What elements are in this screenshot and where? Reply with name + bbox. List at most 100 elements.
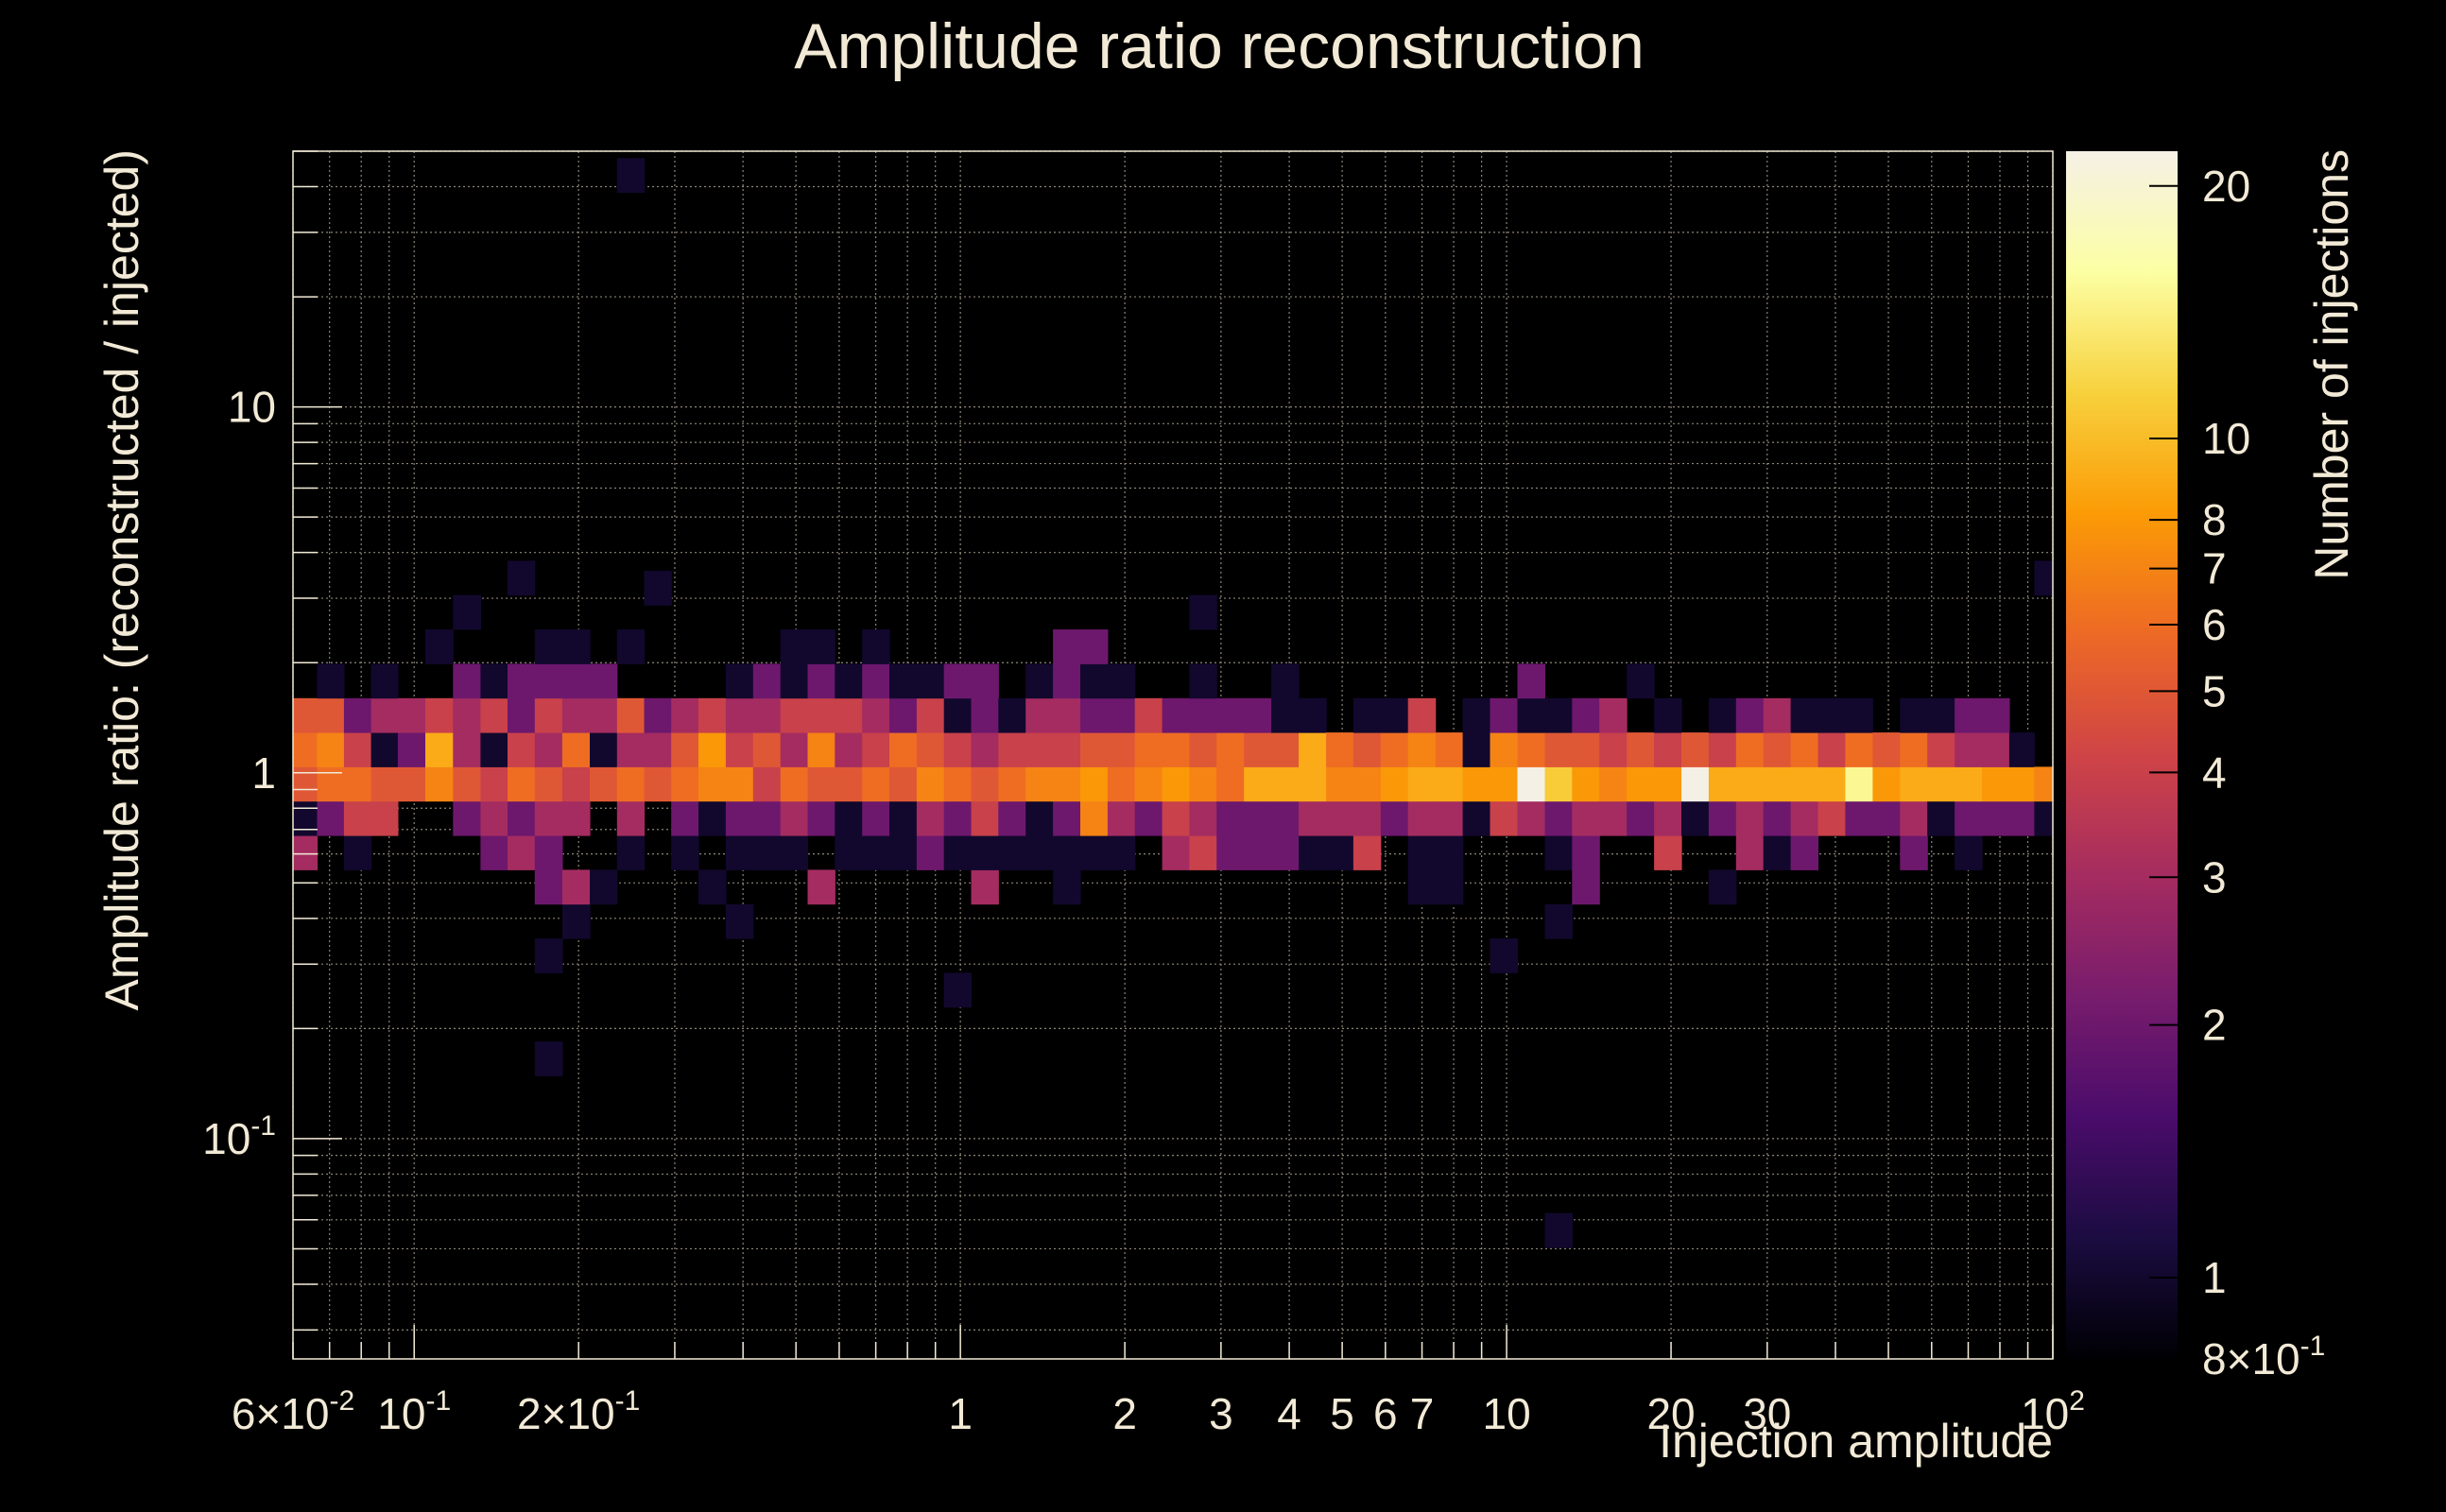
heatmap-cell: [370, 800, 399, 836]
heatmap-cell: [561, 766, 591, 802]
heatmap-cell: [1654, 697, 1682, 733]
heatmap-cell: [616, 158, 646, 194]
heatmap-cell: [1544, 766, 1573, 802]
heatmap-cell: [1053, 869, 1081, 905]
heatmap-cell: [1763, 835, 1792, 870]
heatmap-cell: [1162, 697, 1190, 733]
heatmap-cell: [561, 697, 591, 733]
heatmap-cell: [370, 697, 399, 733]
heatmap-cell: [370, 732, 399, 767]
heatmap-cell: [508, 560, 536, 596]
heatmap-cell: [2008, 732, 2035, 767]
heatmap-cell: [1216, 800, 1245, 836]
heatmap-cell: [1955, 800, 1983, 836]
heatmap-cell: [1900, 800, 1928, 836]
heatmap-cell: [1352, 766, 1382, 802]
heatmap-cell: [1681, 800, 1710, 836]
heatmap-cell: [2034, 800, 2054, 836]
heatmap-cell: [807, 697, 835, 733]
heatmap-cell: [2008, 800, 2035, 836]
heatmap-cell: [862, 663, 890, 699]
heatmap-cell: [616, 697, 646, 733]
heatmap-cell: [534, 869, 563, 905]
heatmap-cell: [889, 663, 918, 699]
x-tick-label: 102: [2021, 1385, 2085, 1438]
heatmap-cell: [1927, 697, 1955, 733]
heatmap-cell: [1107, 663, 1136, 699]
heatmap-cell: [1380, 697, 1409, 733]
heatmap-cell: [1407, 800, 1437, 836]
heatmap-cell: [1572, 800, 1600, 836]
heatmap-cell: [1134, 697, 1163, 733]
heatmap-cell: [480, 766, 508, 802]
heatmap-cell: [943, 766, 973, 802]
heatmap-cell: [998, 732, 1026, 767]
heatmap-cell: [1872, 766, 1901, 802]
heatmap-cell: [725, 663, 754, 699]
heatmap-cell: [1627, 766, 1655, 802]
heatmap-cell: [1053, 697, 1081, 733]
heatmap-cell: [1544, 1212, 1573, 1248]
heatmap-cell: [1352, 835, 1382, 870]
heatmap-cell: [1490, 800, 1519, 836]
heatmap-cell: [1900, 835, 1928, 870]
heatmap-cell: [1708, 869, 1737, 905]
heatmap-cell: [943, 697, 973, 733]
heatmap-cell: [1599, 766, 1628, 802]
heatmap-cell: [1053, 732, 1081, 767]
heatmap-cell: [1134, 732, 1163, 767]
heatmap-cell: [1025, 663, 1054, 699]
heatmap-cell: [1053, 663, 1081, 699]
heatmap-cell: [616, 766, 646, 802]
heatmap-cell: [561, 732, 591, 767]
heatmap-cell: [480, 800, 508, 836]
heatmap-cell: [590, 732, 618, 767]
heatmap-cell: [1080, 800, 1109, 836]
heatmap-cell: [2008, 766, 2035, 802]
heatmap-cell: [293, 766, 319, 802]
heatmap-cell: [835, 697, 863, 733]
heatmap-cell: [561, 903, 591, 939]
heatmap-cell: [1107, 766, 1136, 802]
heatmap-cell: [1216, 732, 1245, 767]
heatmap-cell: [2034, 560, 2054, 596]
heatmap-cell: [1216, 766, 1245, 802]
heatmap-cell: [293, 835, 319, 870]
heatmap-cell: [343, 800, 372, 836]
heatmap-cell: [752, 732, 782, 767]
colorbar: [2066, 151, 2178, 1359]
heatmap-cell: [862, 629, 890, 664]
heatmap-cell: [1271, 732, 1300, 767]
heatmap-cell: [317, 732, 345, 767]
heatmap-cell: [1080, 835, 1109, 870]
x-tick-label: 6×10-2: [232, 1385, 354, 1438]
heatmap-cell: [998, 800, 1026, 836]
heatmap-cell: [862, 800, 890, 836]
heatmap-cell: [1189, 766, 1217, 802]
heatmap-cell: [1599, 800, 1628, 836]
heatmap-cell: [1763, 766, 1792, 802]
heatmap-cell: [1407, 869, 1437, 905]
heatmap-cell: [1955, 835, 1983, 870]
heatmap-cell: [807, 663, 835, 699]
heatmap-cell: [1299, 697, 1327, 733]
heatmap-cell: [971, 663, 999, 699]
chart-title: Amplitude ratio reconstruction: [794, 10, 1645, 82]
plot-frame: [292, 150, 2054, 1360]
heatmap-cell: [971, 697, 999, 733]
heatmap-cell: [671, 732, 699, 767]
heatmap-cell: [1162, 835, 1190, 870]
heatmap-cell: [1572, 835, 1600, 870]
heatmap-cell: [1326, 800, 1354, 836]
heatmap-cell: [1244, 697, 1272, 733]
heatmap-cell: [1025, 800, 1054, 836]
heatmap-cell: [1134, 766, 1163, 802]
heatmap-cell: [1817, 766, 1846, 802]
heatmap-cell: [862, 732, 890, 767]
heatmap-cell: [1490, 732, 1519, 767]
heatmap-cell: [1435, 869, 1464, 905]
heatmap-cell: [889, 835, 918, 870]
heatmap-cell: [1982, 697, 2010, 733]
colorbar-tick-label: 7: [2202, 544, 2227, 593]
